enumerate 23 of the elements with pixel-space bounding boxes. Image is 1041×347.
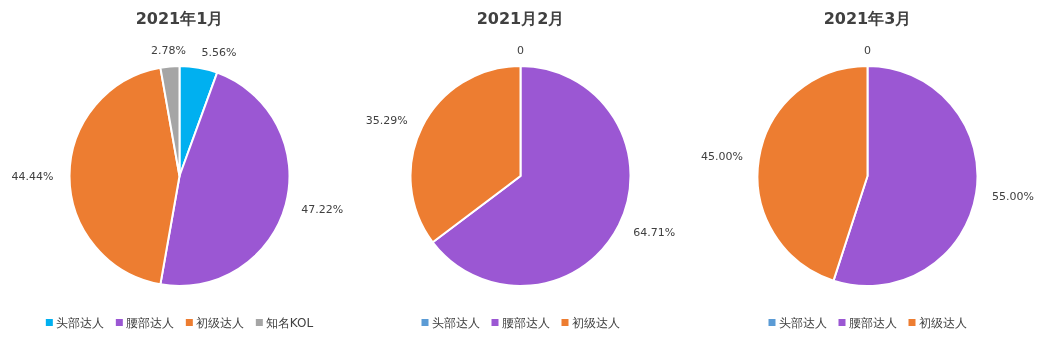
legend-label: 知名KOL	[265, 316, 314, 330]
data-label: 45.00%	[701, 150, 744, 164]
legend-label: 初级达人	[571, 316, 620, 330]
data-label: 47.22%	[301, 202, 344, 216]
legend-label: 头部达人	[55, 316, 104, 330]
legend-label: 初级达人	[918, 316, 967, 330]
data-label: 35.29%	[365, 113, 408, 127]
chart-title: 2021月2月	[476, 9, 565, 28]
data-label: 64.71%	[633, 226, 676, 240]
legend-label: 腰部达人	[125, 316, 174, 330]
data-label: 55.00%	[991, 189, 1034, 203]
chart-title: 2021年1月	[135, 9, 224, 28]
chart-title: 2021年3月	[823, 9, 912, 28]
legend-label: 初级达人	[195, 316, 244, 330]
data-label: 2.78%	[151, 44, 186, 58]
text: 0	[517, 44, 524, 57]
data-label: 44.44%	[11, 170, 54, 183]
legend-label: 腰部达人	[501, 316, 550, 330]
legend-label: 腰部达人	[848, 316, 897, 330]
data-label: 5.56%	[201, 45, 237, 59]
legend-label: 头部达人	[431, 316, 480, 330]
legend-label: 头部达人	[778, 316, 827, 330]
text: 0	[864, 44, 871, 57]
